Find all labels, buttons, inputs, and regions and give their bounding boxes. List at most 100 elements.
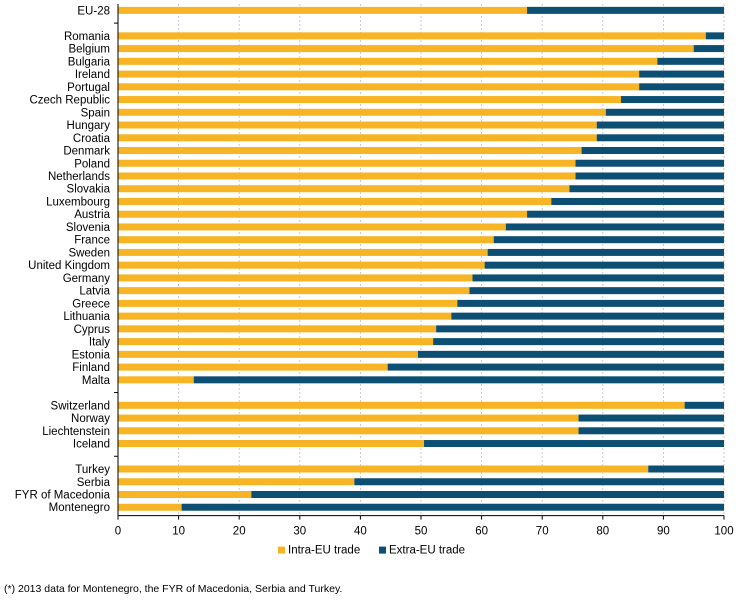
category-label-lithuania: Lithuania	[63, 311, 110, 323]
legend-swatch-extra	[379, 546, 386, 554]
bar-extra-romania	[705, 32, 724, 40]
bar-intra-finland	[118, 363, 388, 371]
bar-extra-turkey	[648, 465, 724, 473]
bar-extra-finland	[387, 363, 724, 371]
category-label-poland: Poland	[74, 158, 110, 170]
category-label-liechtenstein: Liechtenstein	[42, 426, 110, 438]
bar-extra-belgium	[693, 45, 724, 53]
x-tick-label-0: 0	[115, 526, 121, 538]
category-label-greece: Greece	[72, 298, 110, 310]
bar-intra-france	[118, 236, 494, 244]
category-label-estonia: Estonia	[72, 349, 111, 361]
bar-intra-luxembourg	[118, 197, 552, 205]
bar-intra-turkey	[118, 465, 649, 473]
footnote: (*) 2013 data for Montenegro, the FYR of…	[4, 583, 343, 595]
category-label-iceland: Iceland	[73, 439, 110, 451]
bar-extra-portugal	[639, 83, 724, 91]
category-label-austria: Austria	[74, 209, 110, 221]
x-tick-label-40: 40	[354, 526, 367, 538]
bar-intra-cyprus	[118, 325, 437, 333]
category-label-czech-republic: Czech Republic	[29, 95, 110, 107]
bar-extra-bulgaria	[657, 57, 724, 65]
category-label-cyprus: Cyprus	[74, 324, 111, 336]
bar-intra-portugal	[118, 83, 640, 91]
bar-extra-italy	[433, 338, 724, 346]
bar-intra-united-kingdom	[118, 261, 485, 269]
bar-intra-eu-28	[118, 6, 528, 14]
category-label-luxembourg: Luxembourg	[46, 196, 110, 208]
bar-intra-slovenia	[118, 223, 506, 231]
bar-extra-slovenia	[505, 223, 724, 231]
category-label-finland: Finland	[72, 362, 110, 374]
bar-intra-bulgaria	[118, 57, 658, 65]
category-label-latvia: Latvia	[79, 286, 110, 298]
x-tick-label-20: 20	[233, 526, 246, 538]
bar-intra-romania	[118, 32, 706, 40]
category-label-portugal: Portugal	[67, 82, 110, 94]
bar-intra-malta	[118, 376, 194, 384]
bar-extra-hungary	[596, 121, 724, 129]
category-label-united-kingdom: United Kingdom	[28, 260, 110, 272]
bar-intra-fyr-of-macedonia	[118, 490, 252, 498]
category-label-ireland: Ireland	[75, 69, 110, 81]
bar-intra-ireland	[118, 70, 640, 78]
bar-intra-slovakia	[118, 185, 570, 193]
bar-extra-denmark	[581, 147, 724, 155]
x-tick-label-90: 90	[657, 526, 670, 538]
bar-intra-sweden	[118, 248, 488, 256]
bar-intra-montenegro	[118, 503, 182, 511]
x-tick-label-10: 10	[172, 526, 185, 538]
bar-extra-iceland	[424, 440, 724, 448]
bar-extra-lithuania	[451, 312, 724, 320]
bar-extra-united-kingdom	[484, 261, 724, 269]
category-label-sweden: Sweden	[68, 247, 110, 259]
bar-intra-latvia	[118, 287, 470, 295]
bar-intra-lithuania	[118, 312, 452, 320]
category-label-hungary: Hungary	[67, 120, 111, 132]
bar-extra-slovakia	[569, 185, 724, 193]
bar-extra-liechtenstein	[578, 427, 724, 435]
category-labels: EU-28 RomaniaBelgiumBulgariaIrelandPortug…	[15, 5, 111, 514]
bar-intra-iceland	[118, 440, 425, 448]
bar-intra-greece	[118, 299, 458, 307]
bar-extra-greece	[457, 299, 724, 307]
bar-extra-netherlands	[575, 172, 724, 180]
category-label-eu-28: EU-28	[77, 5, 110, 17]
bar-intra-italy	[118, 338, 434, 346]
grid-lines	[178, 4, 725, 516]
bar-extra-austria	[527, 210, 724, 218]
category-label-montenegro: Montenegro	[49, 502, 110, 514]
bar-extra-eu-28	[527, 6, 724, 14]
x-tick-label-70: 70	[536, 526, 549, 538]
legend-swatch-intra	[278, 546, 285, 554]
bars	[118, 6, 724, 511]
x-tick-label-30: 30	[293, 526, 306, 538]
bar-intra-switzerland	[118, 401, 685, 409]
legend-label-extra: Extra-EU trade	[389, 545, 465, 557]
bar-intra-hungary	[118, 121, 597, 129]
stacked-bar-chart: EU-28 RomaniaBelgiumBulgariaIrelandPortug…	[15, 4, 734, 557]
bar-extra-cyprus	[436, 325, 724, 333]
legend: Intra-EU trade Extra-EU trade	[278, 545, 465, 557]
bar-extra-poland	[575, 159, 724, 167]
bar-extra-france	[493, 236, 724, 244]
bar-intra-spain	[118, 108, 606, 116]
bar-intra-netherlands	[118, 172, 576, 180]
bar-extra-serbia	[354, 478, 724, 486]
bar-intra-austria	[118, 210, 528, 218]
bar-intra-denmark	[118, 147, 582, 155]
x-tick-label-100: 100	[714, 526, 733, 538]
bar-intra-serbia	[118, 478, 355, 486]
bar-intra-estonia	[118, 350, 418, 358]
x-tick-label-60: 60	[475, 526, 488, 538]
legend-label-intra: Intra-EU trade	[288, 545, 360, 557]
category-label-serbia: Serbia	[77, 477, 111, 489]
category-label-malta: Malta	[82, 375, 111, 387]
category-label-germany: Germany	[63, 273, 111, 285]
category-label-belgium: Belgium	[68, 44, 110, 56]
x-axis: 0 10 20 30 40 50 60 70 80 90 100	[114, 4, 734, 538]
bar-extra-switzerland	[684, 401, 724, 409]
bar-extra-sweden	[487, 248, 724, 256]
bar-intra-croatia	[118, 134, 597, 142]
bar-extra-ireland	[639, 70, 724, 78]
